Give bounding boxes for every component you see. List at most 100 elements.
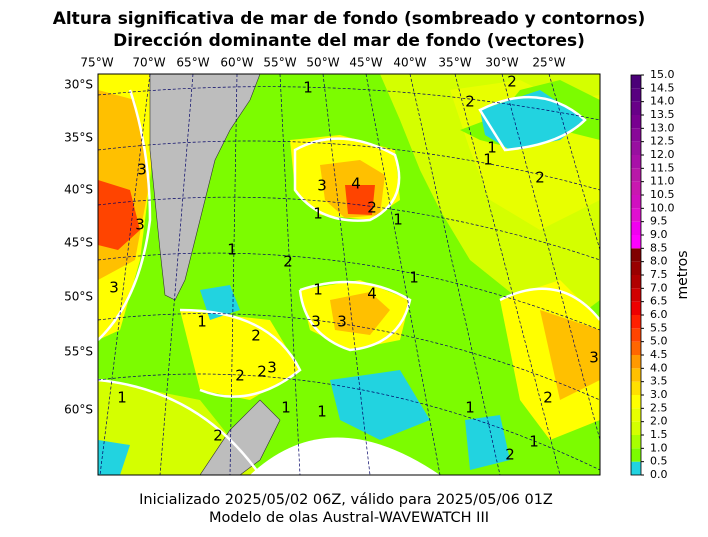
contour-label: 2 <box>235 367 245 385</box>
contour-label: 3 <box>137 161 147 179</box>
lat-label: 30°S <box>64 78 93 92</box>
colorbar-segment <box>631 395 641 409</box>
colorbar-tick-label: 3.5 <box>650 375 668 388</box>
colorbar-segment <box>631 301 641 315</box>
colorbar-segment <box>631 141 641 155</box>
lon-label: 40°W <box>393 56 426 70</box>
contour-label: 2 <box>283 253 293 271</box>
lon-label: 75°W <box>80 56 113 70</box>
lat-label: 60°S <box>64 403 93 417</box>
contour-label: 4 <box>367 285 377 303</box>
colorbar-segment <box>631 75 641 89</box>
contour-label: 1 <box>117 389 127 407</box>
footer: Modelo de olas Austral-WAVEWATCH III <box>209 510 489 526</box>
lon-label: 70°W <box>132 56 165 70</box>
colorbar-tick-label: 8.0 <box>650 255 668 268</box>
colorbar-tick-label: 13.5 <box>650 108 675 121</box>
contour-label: 2 <box>505 446 515 464</box>
colorbar-tick-label: 8.5 <box>650 241 668 254</box>
colorbar-tick-label: 10.5 <box>650 188 675 201</box>
colorbar-segment <box>631 181 641 195</box>
contour-label: 3 <box>317 177 327 195</box>
colorbar-tick-label: 3.0 <box>650 388 668 401</box>
contour-label: 2 <box>367 199 377 217</box>
colorbar-tick-label: 2.5 <box>650 401 668 414</box>
contour-label: 1 <box>465 399 475 417</box>
lon-label: 45°W <box>349 56 382 70</box>
colorbar-segment <box>631 235 641 249</box>
contour-label: 3 <box>589 349 599 367</box>
contour-label: 2 <box>213 427 223 445</box>
colorbar-tick-label: 11.5 <box>650 161 675 174</box>
contour-label: 2 <box>465 93 475 111</box>
colorbar-segment <box>631 448 641 462</box>
colorbar-label: metros <box>675 250 691 299</box>
contour-label: 1 <box>487 139 497 157</box>
colorbar-segment <box>631 88 641 102</box>
contour-label: 1 <box>313 281 323 299</box>
colorbar-tick-label: 6.0 <box>650 308 668 321</box>
contour-label: 1 <box>393 211 403 229</box>
colorbar-tick-label: 10.0 <box>650 201 675 214</box>
contour-label: 1 <box>197 313 207 331</box>
contour-label: 1 <box>483 151 493 169</box>
colorbar-tick-label: 12.0 <box>650 148 675 161</box>
colorbar-tick-label: 1.5 <box>650 428 668 441</box>
contour-label: 1 <box>313 205 323 223</box>
contour-label: 3 <box>135 216 145 234</box>
colorbar-segment <box>631 275 641 289</box>
colorbar-tick-label: 7.0 <box>650 281 668 294</box>
colorbar-tick-label: 0.5 <box>650 455 668 468</box>
lon-label: 55°W <box>263 56 296 70</box>
colorbar-segment <box>631 381 641 395</box>
colorbar-tick-label: 15.0 <box>650 68 675 81</box>
lon-label: 25°W <box>532 56 565 70</box>
colorbar-segment <box>631 355 641 369</box>
footer: Inicializado 2025/05/02 06Z, válido para… <box>139 492 553 508</box>
colorbar-segment <box>631 101 641 115</box>
colorbar-tick-label: 4.5 <box>650 348 668 361</box>
colorbar-tick-label: 0.0 <box>650 468 668 481</box>
colorbar-segment <box>631 208 641 222</box>
colorbar-tick-label: 4.0 <box>650 361 668 374</box>
contour-label: 2 <box>535 169 545 187</box>
contour-label: 3 <box>267 359 277 377</box>
lat-label: 50°S <box>64 290 93 304</box>
colorbar-segment <box>631 168 641 182</box>
colorbar-segment <box>631 115 641 129</box>
title: Dirección dominante del mar de fondo (ve… <box>113 31 585 51</box>
contour-label: 2 <box>507 73 517 91</box>
lat-label: 35°S <box>64 131 93 145</box>
colorbar-segment <box>631 315 641 329</box>
contour-label: 3 <box>337 313 347 331</box>
colorbar-segment <box>631 248 641 262</box>
contour-label: 2 <box>251 327 261 345</box>
colorbar-tick-label: 11.0 <box>650 175 675 188</box>
colorbar-tick-label: 14.5 <box>650 81 675 94</box>
colorbar-segment <box>631 421 641 435</box>
lon-label: 30°W <box>485 56 518 70</box>
contour-label: 2 <box>543 389 553 407</box>
colorbar-segment <box>631 261 641 275</box>
colorbar-tick-label: 13.0 <box>650 121 675 134</box>
colorbar-segment <box>631 341 641 355</box>
lon-label: 50°W <box>306 56 339 70</box>
colorbar-segment <box>631 155 641 169</box>
colorbar-tick-label: 5.0 <box>650 335 668 348</box>
colorbar-tick-label: 14.0 <box>650 95 675 108</box>
colorbar-tick-label: 9.0 <box>650 228 668 241</box>
colorbar-tick-label: 9.5 <box>650 215 668 228</box>
colorbar-segment <box>631 435 641 449</box>
contour-label: 1 <box>317 403 327 421</box>
colorbar-segment <box>631 288 641 302</box>
lon-label: 60°W <box>220 56 253 70</box>
colorbar-tick-label: 1.0 <box>650 441 668 454</box>
lon-label: 65°W <box>176 56 209 70</box>
contour-label: 3 <box>109 279 119 297</box>
colorbar-segment <box>631 368 641 382</box>
contour-label: 1 <box>281 399 291 417</box>
colorbar-tick-label: 6.5 <box>650 295 668 308</box>
contour-label: 1 <box>303 79 313 97</box>
colorbar-segment <box>631 195 641 209</box>
